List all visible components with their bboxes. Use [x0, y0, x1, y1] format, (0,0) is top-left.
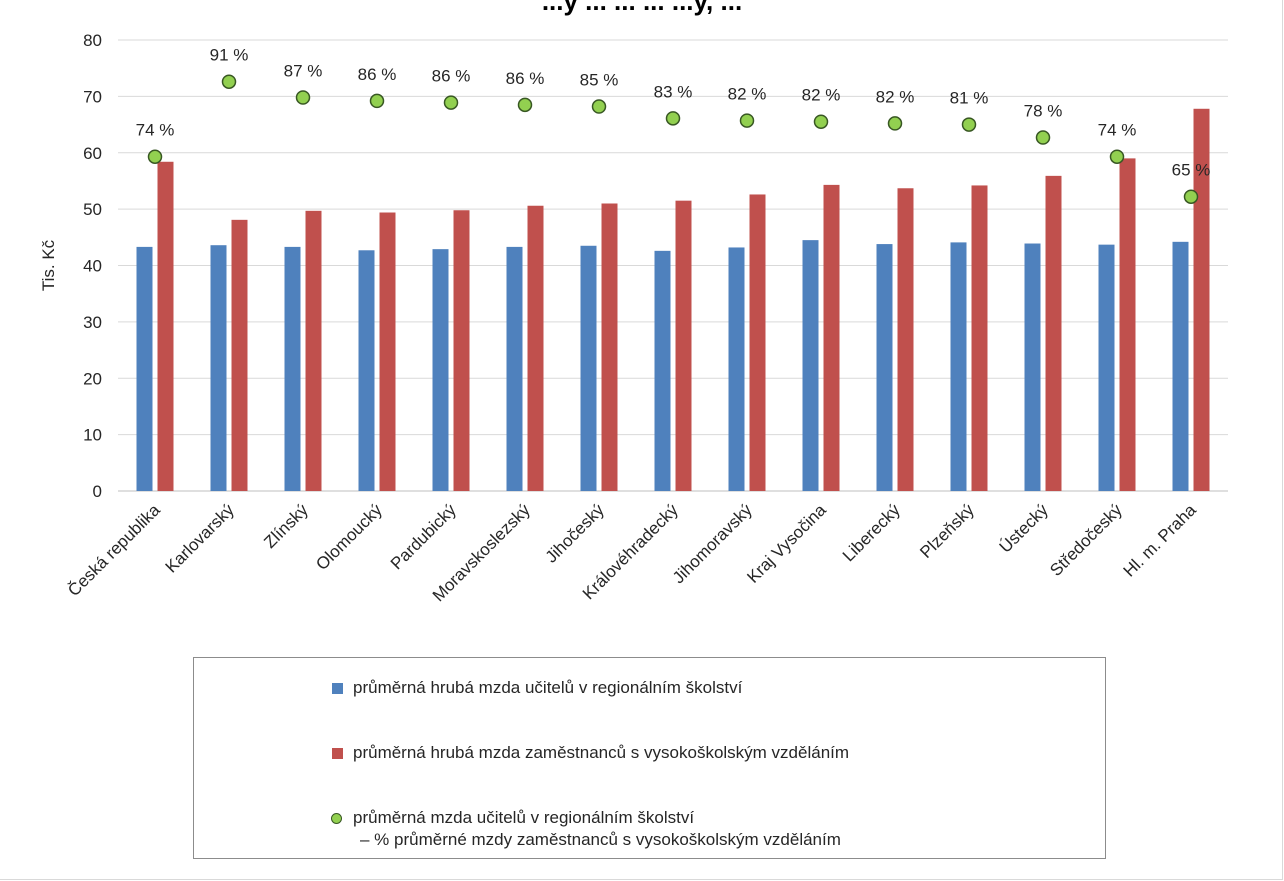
ratio-point — [739, 113, 755, 128]
bar-university — [749, 194, 766, 491]
x-tick-label: Hl. m. Praha — [1120, 500, 1201, 581]
ratio-point — [147, 149, 163, 164]
chart-title: ...y ... ... ... ...y, ... — [541, 0, 743, 16]
ratio-point — [887, 116, 903, 131]
legend-label-teachers: průměrná hrubá mzda učitelů v regionální… — [353, 678, 743, 697]
y-tick-label: 40 — [83, 257, 102, 276]
y-tick-label: 70 — [83, 87, 102, 106]
bar-teachers — [1098, 244, 1115, 491]
data-label: 82 % — [802, 86, 841, 105]
ratio-point — [813, 114, 829, 129]
x-tick-label: Jihočeský — [542, 500, 609, 567]
bar-university — [1045, 175, 1062, 491]
x-tick-label: Kraj Vysočina — [743, 500, 830, 587]
data-label: 74 % — [1098, 121, 1137, 140]
y-tick-label: 80 — [83, 31, 102, 50]
bar-university — [1193, 108, 1210, 491]
bar-university — [231, 219, 248, 491]
ratio-point — [1035, 130, 1051, 145]
data-label: 78 % — [1024, 102, 1063, 121]
bar-teachers — [802, 240, 819, 491]
bar-teachers — [1172, 241, 1189, 491]
x-tick-label: Liberecký — [839, 500, 904, 565]
legend-label-ratio-line2: – % průměrné mzdy zaměstnanců s vysokošk… — [360, 830, 841, 849]
ratio-point — [1109, 149, 1125, 164]
x-tick-label: Ústecký — [996, 500, 1053, 557]
data-label: 65 % — [1172, 161, 1211, 180]
bar-teachers — [950, 242, 967, 491]
ratio-point — [665, 111, 681, 126]
x-tick-label: Pardubický — [387, 500, 460, 573]
y-tick-label: 10 — [83, 426, 102, 445]
y-tick-label: 60 — [83, 144, 102, 163]
bar-university — [157, 161, 174, 491]
bar-university — [675, 200, 692, 491]
data-label: 74 % — [136, 121, 175, 140]
bar-teachers — [506, 246, 523, 491]
bar-teachers — [432, 249, 449, 491]
data-label: 85 % — [580, 71, 619, 90]
data-label: 87 % — [284, 62, 323, 81]
y-tick-label: 20 — [83, 369, 102, 388]
bar-teachers — [284, 246, 301, 491]
y-tick-label: 50 — [83, 200, 102, 219]
data-label: 81 % — [950, 89, 989, 108]
x-tick-label: Olomoucký — [312, 500, 386, 574]
bar-teachers — [1024, 243, 1041, 491]
ratio-point — [369, 93, 385, 109]
bar-teachers — [136, 246, 153, 491]
bar-teachers — [728, 247, 745, 491]
ratio-point — [1183, 189, 1199, 204]
y-tick-label: 30 — [83, 313, 102, 332]
x-tick-label: Karlovarský — [162, 500, 239, 577]
bar-teachers — [210, 245, 227, 491]
data-label: 83 % — [654, 82, 693, 101]
bar-university — [453, 210, 470, 491]
ratio-point — [961, 117, 977, 132]
bar-university — [1119, 158, 1136, 491]
bar-university — [897, 188, 914, 492]
ratio-point — [591, 99, 607, 114]
bar-teachers — [876, 244, 893, 491]
ratio-point — [443, 95, 459, 110]
legend-swatch-university — [332, 748, 343, 759]
data-label: 82 % — [876, 87, 915, 106]
x-tick-label: Středočeský — [1046, 500, 1126, 580]
x-tick-label: Plzeňský — [916, 500, 978, 562]
bar-university — [971, 185, 988, 491]
bar-university — [601, 203, 618, 492]
x-tick-label: Zlínský — [260, 500, 312, 552]
bar-university — [379, 212, 396, 491]
x-tick-label: Česká republika — [64, 500, 164, 600]
y-tick-label: 0 — [93, 482, 102, 501]
bar-university — [823, 184, 840, 492]
data-label: 91 % — [210, 46, 249, 65]
bar-teachers — [580, 245, 597, 491]
bar-university — [527, 205, 544, 491]
y-axis-label: Tis. Kč — [39, 239, 58, 291]
data-label: 86 % — [358, 65, 397, 84]
ratio-point — [295, 90, 311, 105]
legend-swatch-teachers — [332, 683, 343, 694]
data-label: 86 % — [432, 67, 471, 86]
legend-label-ratio: průměrná mzda učitelů v regionálním škol… — [353, 808, 695, 827]
data-label: 86 % — [506, 69, 545, 88]
legend-label-university: průměrná hrubá mzda zaměstnanců s vysoko… — [353, 743, 850, 762]
ratio-point — [517, 97, 533, 113]
bar-teachers — [358, 250, 375, 491]
legend: průměrná hrubá mzda učitelů v regionální… — [193, 657, 1106, 859]
ratio-point — [221, 74, 237, 89]
bar-university — [305, 210, 322, 491]
legend-marker-ratio — [331, 813, 342, 824]
data-label: 82 % — [728, 85, 767, 104]
bar-teachers — [654, 250, 671, 491]
